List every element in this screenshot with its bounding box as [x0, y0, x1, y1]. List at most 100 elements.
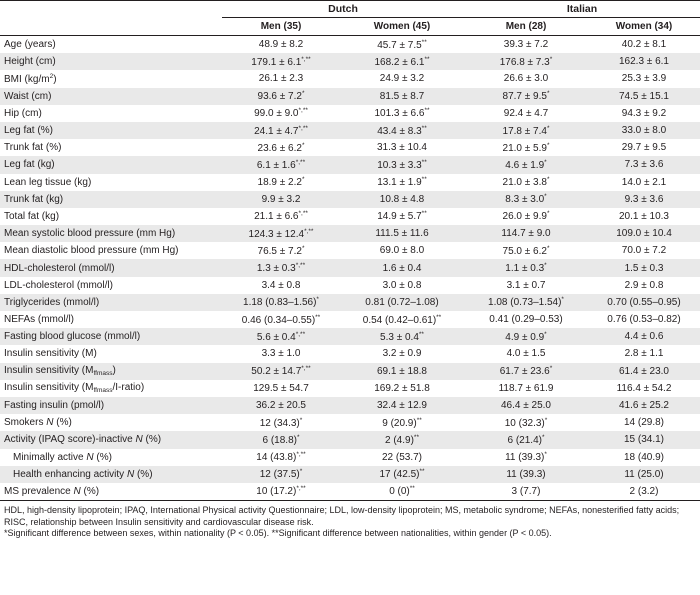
cell-dutch-men: 129.5 ± 54.7 [222, 380, 340, 397]
group-italian: Italian [464, 1, 700, 18]
cell-dutch-men: 93.6 ± 7.2* [222, 88, 340, 105]
cell-italian-women: 2.9 ± 0.8 [588, 277, 700, 294]
cell-italian-men: 1.1 ± 0.3* [464, 259, 588, 276]
row-label: Smokers N (%) [0, 414, 222, 431]
cell-dutch-men: 14 (43.8)*,** [222, 449, 340, 466]
cell-dutch-women: 101.3 ± 6.6** [340, 105, 464, 122]
cell-italian-men: 26.6 ± 3.0 [464, 70, 588, 87]
row-label: Leg fat (kg) [0, 156, 222, 173]
cell-dutch-men: 3.3 ± 1.0 [222, 345, 340, 362]
cell-dutch-men: 10 (17.2)*,** [222, 483, 340, 501]
row-label: Triglycerides (mmol/l) [0, 294, 222, 311]
cell-dutch-men: 26.1 ± 2.3 [222, 70, 340, 87]
cell-dutch-men: 23.6 ± 6.2* [222, 139, 340, 156]
cell-dutch-men: 3.4 ± 0.8 [222, 277, 340, 294]
cell-italian-women: 29.7 ± 9.5 [588, 139, 700, 156]
cell-italian-women: 15 (34.1) [588, 431, 700, 448]
cell-italian-women: 7.3 ± 3.6 [588, 156, 700, 173]
col-dutch-women: Women (45) [340, 18, 464, 36]
cell-dutch-men: 36.2 ± 20.5 [222, 397, 340, 414]
cell-italian-women: 70.0 ± 7.2 [588, 242, 700, 259]
cell-italian-women: 0.70 (0.55–0.95) [588, 294, 700, 311]
table-row: Age (years) 48.9 ± 8.2 45.7 ± 7.5** 39.3 ± … [0, 36, 700, 54]
table-row: Minimally active N (%) 14 (43.8)*,** 22 (5… [0, 449, 700, 466]
table-row: NEFAs (mmol/l) 0.46 (0.34–0.55)** 0.54 (0.… [0, 311, 700, 328]
row-label: Insulin sensitivity (Mffmass/I-ratio) [0, 380, 222, 397]
cell-dutch-men: 48.9 ± 8.2 [222, 36, 340, 54]
col-dutch-men: Men (35) [222, 18, 340, 36]
cell-dutch-men: 12 (34.3)* [222, 414, 340, 431]
cell-italian-men: 46.4 ± 25.0 [464, 397, 588, 414]
row-label: Total fat (kg) [0, 208, 222, 225]
table-row: HDL-cholesterol (mmol/l) 1.3 ± 0.3*,** 1.6… [0, 259, 700, 276]
table-row: LDL-cholesterol (mmol/l) 3.4 ± 0.8 3.0 ± 0… [0, 277, 700, 294]
table-row: Trunk fat (kg) 9.9 ± 3.2 10.8 ± 4.8 8.3 ± 3… [0, 191, 700, 208]
row-label: Mean diastolic blood pressure (mm Hg) [0, 242, 222, 259]
cell-italian-women: 18 (40.9) [588, 449, 700, 466]
footnote-abbreviations: HDL, high-density lipoprotein; IPAQ, Int… [4, 505, 700, 528]
table-row: Lean leg tissue (kg) 18.9 ± 2.2* 13.1 ± 1.… [0, 174, 700, 191]
cell-italian-men: 92.4 ± 4.7 [464, 105, 588, 122]
cell-italian-women: 162.3 ± 6.1 [588, 53, 700, 70]
table-figure: Dutch Italian Men (35) Women (45) Men (2… [0, 0, 700, 595]
cell-italian-women: 41.6 ± 25.2 [588, 397, 700, 414]
table-row: Leg fat (%) 24.1 ± 4.7*,** 43.4 ± 8.3** 17.… [0, 122, 700, 139]
cell-dutch-women: 0.81 (0.72–1.08) [340, 294, 464, 311]
cell-italian-men: 75.0 ± 6.2* [464, 242, 588, 259]
cell-dutch-men: 12 (37.5)* [222, 466, 340, 483]
group-dutch: Dutch [222, 1, 464, 18]
cell-italian-men: 8.3 ± 3.0* [464, 191, 588, 208]
cell-dutch-women: 111.5 ± 11.6 [340, 225, 464, 242]
table-row: Trunk fat (%) 23.6 ± 6.2* 31.3 ± 10.4 21.0 … [0, 139, 700, 156]
cell-italian-men: 176.8 ± 7.3* [464, 53, 588, 70]
cell-italian-women: 116.4 ± 54.2 [588, 380, 700, 397]
table-row: Insulin sensitivity (Mffmass) 50.2 ± 14.7… [0, 363, 700, 380]
cell-dutch-men: 1.18 (0.83–1.56)* [222, 294, 340, 311]
cell-italian-men: 4.9 ± 0.9* [464, 328, 588, 345]
row-label: Leg fat (%) [0, 122, 222, 139]
cell-italian-women: 2.8 ± 1.1 [588, 345, 700, 362]
row-label: Fasting blood glucose (mmol/l) [0, 328, 222, 345]
row-label: Hip (cm) [0, 105, 222, 122]
row-label: Height (cm) [0, 53, 222, 70]
cell-dutch-women: 13.1 ± 1.9** [340, 174, 464, 191]
table-row: Health enhancing activity N (%) 12 (37.5)… [0, 466, 700, 483]
cell-dutch-women: 24.9 ± 3.2 [340, 70, 464, 87]
cell-italian-men: 114.7 ± 9.0 [464, 225, 588, 242]
cell-italian-men: 21.0 ± 5.9* [464, 139, 588, 156]
cell-italian-men: 10 (32.3)* [464, 414, 588, 431]
table-row: Fasting insulin (pmol/l) 36.2 ± 20.5 32.4 … [0, 397, 700, 414]
cell-dutch-men: 6.1 ± 1.6*,** [222, 156, 340, 173]
cell-italian-women: 109.0 ± 10.4 [588, 225, 700, 242]
row-label: Lean leg tissue (kg) [0, 174, 222, 191]
cell-italian-women: 1.5 ± 0.3 [588, 259, 700, 276]
cell-dutch-men: 18.9 ± 2.2* [222, 174, 340, 191]
cell-italian-women: 9.3 ± 3.6 [588, 191, 700, 208]
table-row: Smokers N (%) 12 (34.3)* 9 (20.9)** 10 (32.… [0, 414, 700, 431]
cell-dutch-women: 14.9 ± 5.7** [340, 208, 464, 225]
cell-italian-men: 0.41 (0.29–0.53) [464, 311, 588, 328]
row-label: HDL-cholesterol (mmol/l) [0, 259, 222, 276]
cell-dutch-men: 1.3 ± 0.3*,** [222, 259, 340, 276]
row-label: Waist (cm) [0, 88, 222, 105]
cell-italian-men: 118.7 ± 61.9 [464, 380, 588, 397]
cell-dutch-women: 69.0 ± 8.0 [340, 242, 464, 259]
cell-dutch-women: 3.0 ± 0.8 [340, 277, 464, 294]
cell-italian-women: 61.4 ± 23.0 [588, 363, 700, 380]
row-label: Trunk fat (%) [0, 139, 222, 156]
cell-dutch-men: 76.5 ± 7.2* [222, 242, 340, 259]
row-label: Minimally active N (%) [0, 449, 222, 466]
cell-dutch-men: 179.1 ± 6.1*,** [222, 53, 340, 70]
cell-italian-men: 39.3 ± 7.2 [464, 36, 588, 54]
cell-italian-men: 11 (39.3)* [464, 449, 588, 466]
cell-dutch-men: 9.9 ± 3.2 [222, 191, 340, 208]
cell-italian-women: 25.3 ± 3.9 [588, 70, 700, 87]
cell-italian-men: 17.8 ± 7.4* [464, 122, 588, 139]
cell-italian-women: 11 (25.0) [588, 466, 700, 483]
footnotes: HDL, high-density lipoprotein; IPAQ, Int… [0, 505, 700, 540]
group-header-row: Dutch Italian [0, 1, 700, 18]
cell-dutch-women: 1.6 ± 0.4 [340, 259, 464, 276]
cell-italian-men: 1.08 (0.73–1.54)* [464, 294, 588, 311]
cell-dutch-men: 50.2 ± 14.7*,** [222, 363, 340, 380]
table-row: BMI (kg/m2) 26.1 ± 2.3 24.9 ± 3.2 26.6 ± 3.… [0, 70, 700, 87]
